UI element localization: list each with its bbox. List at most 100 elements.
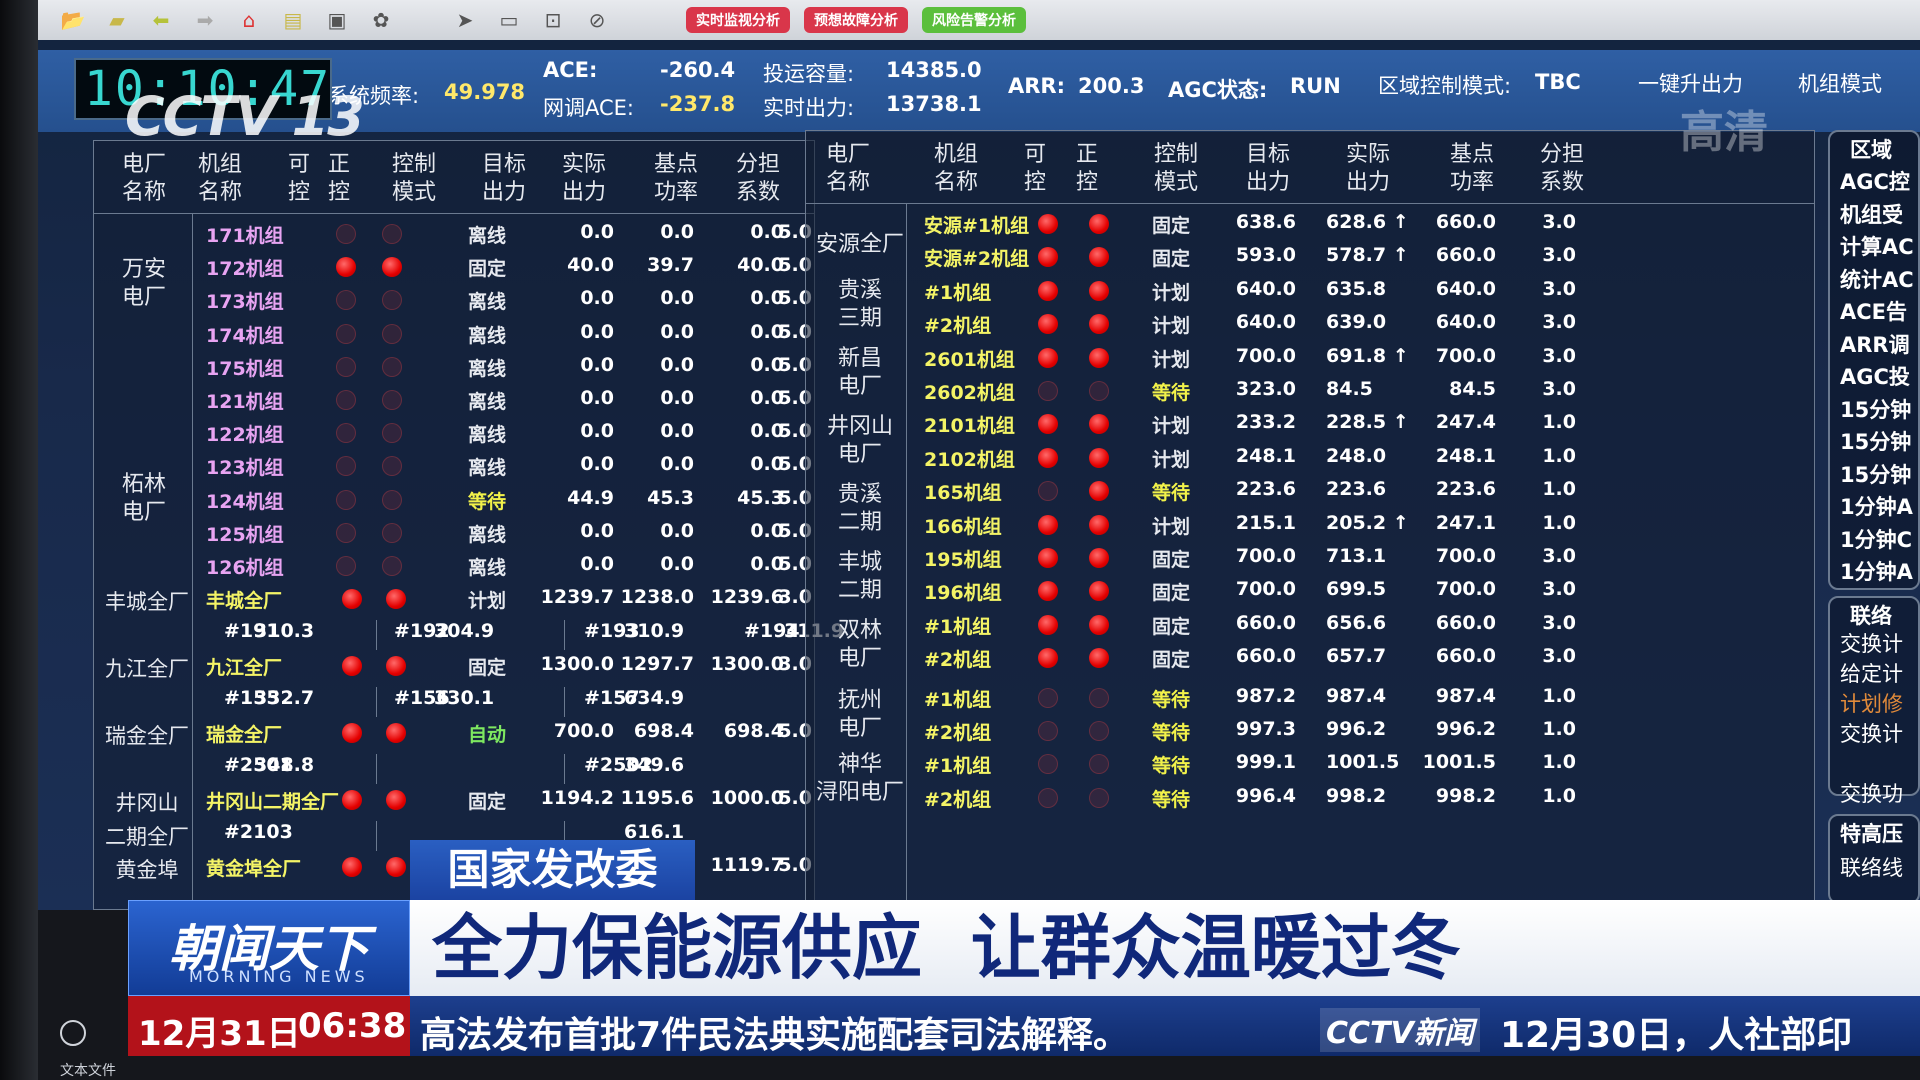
plant-name: 贵溪 三期 — [837, 278, 882, 331]
side-panel-item[interactable]: 15分钟 — [1840, 430, 1912, 454]
unit-name: 124机组 — [206, 490, 284, 513]
unit-name: 171机组 — [206, 225, 284, 247]
actual-output: 45.3 — [647, 486, 694, 509]
share-factor: 5.0 — [778, 387, 812, 409]
share-factor: 5.0 — [778, 320, 812, 343]
side-panel-item[interactable]: 15分钟 — [1840, 397, 1912, 422]
uhv-title: 特高压 — [1840, 822, 1903, 846]
sub-divider — [564, 753, 565, 784]
target-output: 248.1 — [1235, 444, 1296, 467]
plant-name: 二期全厂 — [105, 824, 189, 849]
share-factor: 1.0 — [1542, 751, 1576, 774]
left-unit-table: 电厂 名称 机组 名称 可 控正 控 控制 模式 目标 出力 实际 出力 基点 功率 分担 系… — [93, 140, 844, 913]
control-mode: 自动 — [468, 724, 507, 747]
ace-label: ACE: — [543, 58, 598, 82]
in-control-indicator — [1089, 381, 1109, 401]
side-panel-item[interactable]: ARR调 — [1840, 332, 1910, 357]
liaison-item[interactable]: 交换功 — [1840, 782, 1903, 806]
ticker-text: 高法发布首批7件民法典实施配套司法解释。 — [420, 1015, 1130, 1056]
side-panel-item[interactable]: 1分钟A — [1840, 495, 1913, 519]
select-icon[interactable]: ▭ — [499, 8, 519, 32]
risk-alarm-button[interactable]: 风险告警分析 — [922, 7, 1026, 33]
control-mode: 固定 — [468, 258, 507, 281]
controllable-indicator — [1038, 347, 1058, 368]
folder-open-icon[interactable]: 📂 — [60, 8, 86, 32]
actual-output: 691.8 ↑ — [1326, 344, 1409, 367]
image-icon[interactable]: ▣ — [327, 8, 347, 32]
share-factor: 3.0 — [1542, 211, 1576, 233]
liaison-item[interactable]: 交换计 — [1840, 722, 1903, 746]
liaison-item[interactable]: 计划修 — [1840, 692, 1903, 716]
target-output: 660.0 — [1235, 611, 1296, 634]
controllable-indicator — [336, 390, 356, 410]
one-key-raise-button[interactable]: 一键升出力 — [1638, 72, 1743, 96]
unit-name: 122机组 — [206, 424, 284, 447]
in-control-indicator — [1089, 614, 1109, 635]
plant-name: 井冈山 — [115, 791, 179, 816]
capacity-label: 投运容量: — [763, 62, 855, 86]
sub-divider — [376, 820, 377, 851]
controllable-indicator — [342, 656, 362, 677]
header-target: 目标 出力 — [482, 152, 527, 205]
uhv-item[interactable]: 联络线 — [1840, 856, 1903, 880]
page-icon[interactable]: ▤ — [283, 8, 303, 32]
side-panel-item[interactable]: AGC投 — [1840, 365, 1910, 389]
target-output: 1300.0 — [540, 653, 614, 676]
controllable-indicator — [336, 489, 356, 510]
controllable-indicator — [1038, 280, 1058, 301]
unit-name: #1机组 — [924, 755, 992, 778]
control-mode: 离线 — [468, 391, 507, 413]
side-panel-item[interactable]: AGC控 — [1840, 170, 1910, 194]
fault-analysis-button[interactable]: 预想故障分析 — [804, 7, 908, 33]
liaison-item[interactable]: 交换计 — [1840, 632, 1903, 656]
forward-arrow-icon[interactable]: ➡ — [196, 8, 214, 32]
back-arrow-icon[interactable]: ⬅ — [152, 8, 170, 32]
base-power: 0.0 — [750, 287, 784, 310]
controllable-indicator — [336, 456, 356, 477]
share-factor: 3.0 — [1542, 545, 1576, 567]
controllable-indicator — [336, 556, 356, 576]
target-output: 0.0 — [580, 221, 614, 243]
control-mode: 计划 — [1152, 348, 1191, 371]
stop-icon[interactable]: ⊘ — [588, 8, 606, 32]
share-factor: 1.0 — [1542, 511, 1576, 534]
in-control-indicator — [382, 290, 402, 311]
in-control-indicator — [382, 257, 402, 278]
home-icon[interactable]: ⌂ — [242, 8, 256, 32]
actual-output: 0.0 — [660, 453, 694, 476]
controllable-indicator — [1038, 447, 1058, 468]
target-output: 999.1 — [1235, 751, 1296, 774]
control-mode: 离线 — [468, 557, 507, 579]
save-icon[interactable]: ▰ — [109, 8, 125, 32]
control-mode: 固定 — [1152, 549, 1191, 571]
in-control-indicator — [382, 522, 402, 543]
side-panel-item[interactable]: 计算AC — [1840, 235, 1914, 259]
share-factor: 5.0 — [778, 254, 812, 277]
zoom-icon[interactable]: ⊡ — [544, 8, 562, 32]
control-mode: 计划 — [1152, 281, 1191, 304]
unit-name: 2101机组 — [924, 415, 1015, 438]
side-panel-item[interactable]: 统计AC — [1840, 267, 1914, 292]
unit-mode-button[interactable]: 机组模式 — [1798, 72, 1882, 96]
controllable-indicator — [336, 522, 356, 543]
target-output: 640.0 — [1235, 277, 1296, 300]
base-power: 1119.7 — [710, 854, 784, 877]
network-icon[interactable]: ✿ — [372, 8, 390, 32]
actual-output: 0.0 — [660, 387, 694, 409]
side-panel-item[interactable]: ACE告 — [1840, 300, 1908, 324]
in-control-indicator — [1089, 481, 1109, 502]
realtime-monitor-button[interactable]: 实时监视分析 — [686, 7, 790, 33]
side-panel-item[interactable]: 1分钟C — [1840, 527, 1913, 552]
side-panel-item[interactable]: 15分钟 — [1840, 462, 1912, 487]
share-factor: 3.0 — [1542, 611, 1576, 634]
liaison-item[interactable]: 给定计 — [1840, 662, 1903, 686]
pointer-icon[interactable]: ➤ — [456, 8, 474, 32]
actual-output: 1001.5 — [1326, 751, 1400, 774]
target-output: 0.0 — [580, 320, 614, 343]
in-control-indicator — [386, 857, 406, 878]
side-panel-item[interactable]: 1分钟A — [1840, 560, 1913, 584]
side-panel-item[interactable]: 机组受 — [1840, 202, 1903, 227]
target-output: 40.0 — [567, 254, 614, 277]
unit-name: 196机组 — [924, 582, 1002, 605]
unit-name: 174机组 — [206, 324, 284, 347]
